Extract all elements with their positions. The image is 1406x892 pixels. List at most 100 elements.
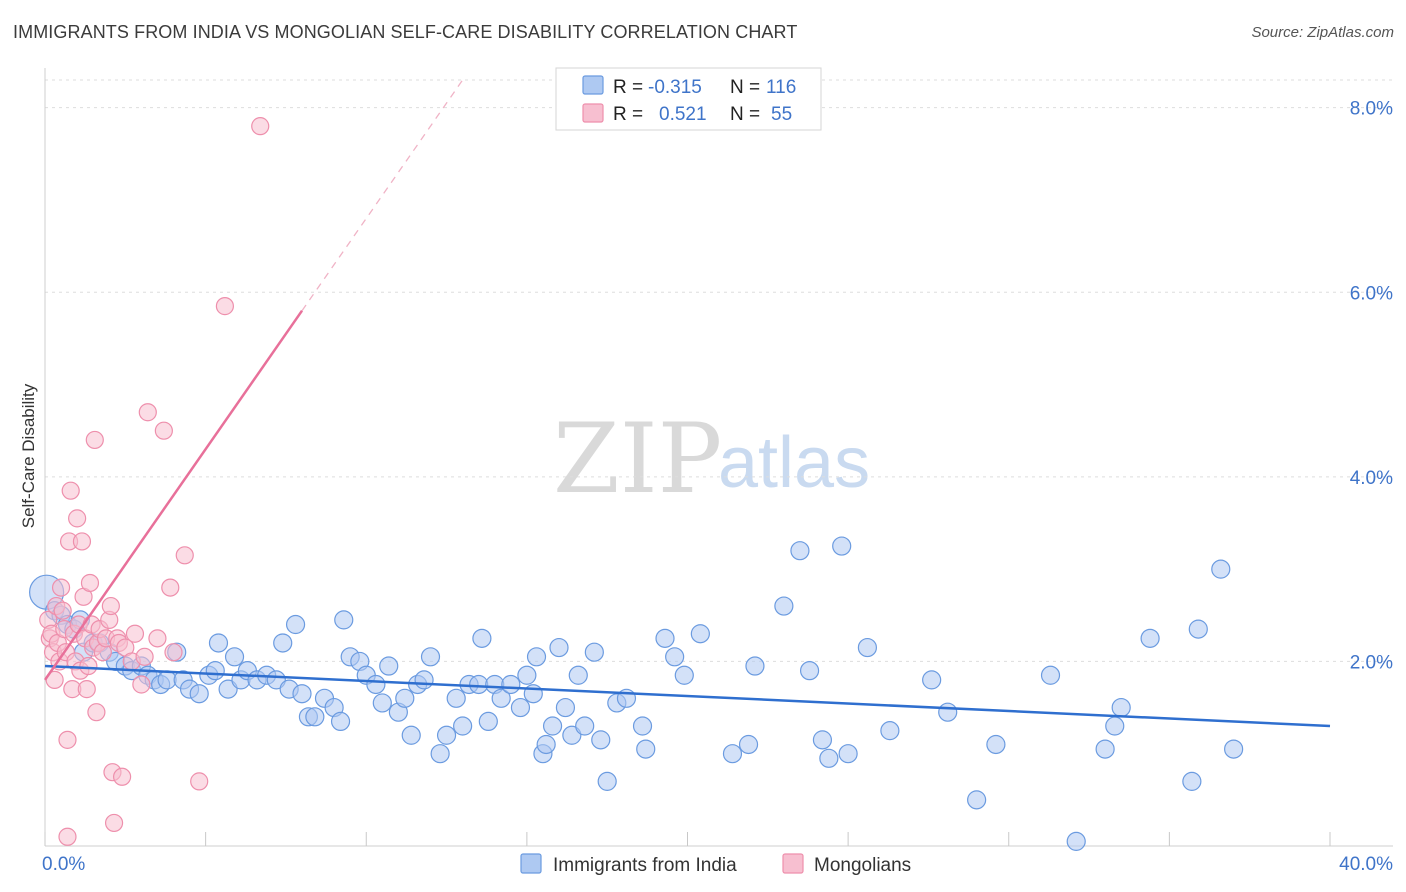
india-point <box>723 745 741 763</box>
india-point <box>518 666 536 684</box>
india-point <box>537 735 555 753</box>
legend-swatch-india <box>583 76 603 94</box>
legend-n-label-mongolians: N = <box>730 104 760 125</box>
mongolian-points <box>40 118 269 846</box>
india-point <box>502 675 520 693</box>
india-point <box>746 657 764 675</box>
india-point <box>858 639 876 657</box>
india-point <box>550 639 568 657</box>
india-point <box>576 717 594 735</box>
mongolian-trendline-extension <box>302 80 463 311</box>
india-point <box>396 689 414 707</box>
india-point <box>470 675 488 693</box>
mongolian-point <box>139 404 156 421</box>
india-point <box>479 712 497 730</box>
india-point <box>1212 560 1230 578</box>
y-tick-labels: 2.0%4.0%6.0%8.0% <box>1350 99 1393 674</box>
y-tick-label: 2.0% <box>1350 652 1393 673</box>
x-tick-label-max: 40.0% <box>1339 854 1393 875</box>
india-point <box>1141 629 1159 647</box>
mongolian-point <box>106 814 123 831</box>
india-point <box>592 731 610 749</box>
mongolian-point <box>59 828 76 845</box>
india-point <box>380 657 398 675</box>
india-point <box>923 671 941 689</box>
india-point <box>569 666 587 684</box>
scatter-chart: ZIP atlas 2.0%4.0%6.0%8.0% 0.0% 40.0% Se… <box>0 0 1406 892</box>
y-tick-label: 8.0% <box>1350 99 1393 120</box>
india-point <box>833 537 851 555</box>
mongolian-point <box>102 598 119 615</box>
india-point <box>939 703 957 721</box>
legend-n-label-india: N = <box>730 77 760 98</box>
india-point <box>1225 740 1243 758</box>
india-point <box>801 662 819 680</box>
mongolian-point <box>149 630 166 647</box>
mongolian-point <box>216 298 233 315</box>
y-tick-label: 4.0% <box>1350 468 1393 489</box>
legend-r-label-india: R = <box>613 77 643 98</box>
mongolian-point <box>78 681 95 698</box>
mongolian-point <box>80 658 97 675</box>
legend-r-value-india: -0.315 <box>648 77 702 98</box>
legend-n-value-india: 116 <box>766 77 796 98</box>
mongolian-point <box>69 510 86 527</box>
mongolian-point <box>73 533 90 550</box>
india-point <box>1112 699 1130 717</box>
x-tick-label-min: 0.0% <box>42 854 85 875</box>
bottom-legend-label-india: Immigrants from India <box>553 855 737 876</box>
mongolian-point <box>54 602 71 619</box>
mongolian-point <box>53 579 70 596</box>
india-point <box>881 722 899 740</box>
india-point <box>447 689 465 707</box>
bottom-legend-swatch-india <box>521 854 541 873</box>
india-point <box>585 643 603 661</box>
india-point <box>511 699 529 717</box>
india-point <box>438 726 456 744</box>
x-tick-marks <box>45 832 1330 846</box>
legend-r-label-mongolians: R = <box>613 104 643 125</box>
india-point <box>422 648 440 666</box>
india-point <box>1042 666 1060 684</box>
india-point <box>454 717 472 735</box>
india-point <box>335 611 353 629</box>
india-point <box>226 648 244 666</box>
india-point <box>190 685 208 703</box>
mongolian-point <box>126 625 143 642</box>
india-point <box>274 634 292 652</box>
india-point <box>775 597 793 615</box>
mongolian-point <box>81 574 98 591</box>
india-point <box>373 694 391 712</box>
india-point <box>287 616 305 634</box>
series-legend: Immigrants from India Mongolians <box>521 854 911 876</box>
legend-r-value-mongolians: 0.521 <box>659 104 707 125</box>
mongolian-point <box>155 422 172 439</box>
india-point <box>206 662 224 680</box>
india-point <box>637 740 655 758</box>
watermark-zip: ZIP <box>553 403 722 515</box>
india-point <box>740 735 758 753</box>
india-point <box>158 671 176 689</box>
india-point <box>415 671 433 689</box>
mongolian-point <box>252 118 269 135</box>
watermark-atlas: atlas <box>718 423 870 503</box>
india-point <box>556 699 574 717</box>
india-point <box>473 629 491 647</box>
mongolian-point <box>88 704 105 721</box>
india-point <box>1189 620 1207 638</box>
mongolian-point <box>133 676 150 693</box>
india-point <box>528 648 546 666</box>
india-point <box>1096 740 1114 758</box>
india-point <box>367 675 385 693</box>
india-point <box>675 666 693 684</box>
india-point <box>306 708 324 726</box>
mongolian-point <box>86 431 103 448</box>
india-point <box>544 717 562 735</box>
mongolian-point <box>176 547 193 564</box>
india-point <box>1106 717 1124 735</box>
india-point <box>656 629 674 647</box>
watermark: ZIP atlas <box>553 403 870 515</box>
india-point <box>987 735 1005 753</box>
correlation-legend: R = -0.315 N = 116 R = 0.521 N = 55 <box>556 68 821 130</box>
mongolian-point <box>165 644 182 661</box>
